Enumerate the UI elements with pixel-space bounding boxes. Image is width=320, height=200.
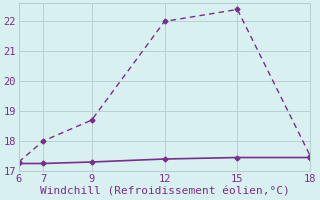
X-axis label: Windchill (Refroidissement éolien,°C): Windchill (Refroidissement éolien,°C) — [40, 187, 289, 197]
